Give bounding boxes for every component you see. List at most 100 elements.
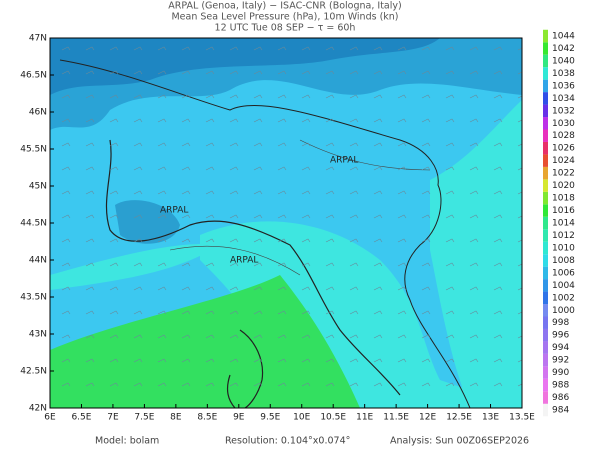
wind-barb (421, 310, 431, 315)
wind-barb (373, 118, 383, 123)
lat-label: 43.5N (20, 293, 47, 303)
wind-barb (493, 358, 503, 363)
colorbar-cell (543, 291, 548, 305)
wind-barb (133, 310, 143, 315)
lon-label: 8E (170, 413, 182, 423)
wind-barb (493, 118, 503, 123)
wind-barb (517, 71, 522, 75)
wind-barb (373, 310, 383, 315)
wind-barb (277, 310, 287, 315)
colorbar-label: 990 (552, 368, 569, 378)
wind-barb (517, 215, 522, 219)
colorbar-cell (543, 229, 548, 242)
colorbar-label: 1012 (552, 231, 575, 241)
wind-barb (325, 190, 335, 195)
wind-barb (349, 46, 359, 51)
wind-barb (469, 334, 479, 339)
wind-barb (181, 238, 191, 243)
wind-barb (325, 238, 335, 243)
wind-barb (205, 310, 215, 315)
wind-barb (517, 383, 522, 387)
wind-barb (61, 190, 71, 195)
header-line: ARPAL (Genoa, Italy) − ISAC-CNR (Bologna… (168, 1, 401, 12)
colorbar-label: 1040 (552, 56, 575, 66)
wind-barb (325, 262, 335, 267)
wind-barb (469, 118, 479, 123)
wind-barb (277, 214, 287, 219)
lat-label: 42.5N (20, 367, 47, 377)
wind-barb (229, 382, 239, 387)
colorbar-cell (543, 29, 548, 43)
wind-barb (133, 142, 143, 147)
wind-barb (397, 94, 407, 99)
wind-barb (229, 358, 239, 363)
colorbar-cell (543, 216, 548, 230)
wind-barb (445, 358, 455, 363)
wind-barb (469, 46, 479, 51)
colorbar-label: 996 (552, 331, 569, 341)
lat-label: 46N (29, 108, 47, 118)
wind-barb (109, 286, 119, 291)
wind-barb (85, 46, 95, 51)
wind-barb (421, 94, 431, 99)
colorbar: 984 986 988 990 992 994 996 998 1000 1002 1004 1006… (543, 29, 575, 417)
lat-label: 45N (29, 182, 47, 192)
wind-barb (397, 286, 407, 291)
wind-barb (109, 46, 119, 51)
wind-barb (205, 262, 215, 267)
wind-barb (469, 142, 479, 147)
map-area: ARPAL ARPAL ARPAL (49, 37, 523, 409)
wind-barb (157, 94, 167, 99)
wind-barb (277, 94, 287, 99)
wind-barb (205, 70, 215, 75)
wind-barb (469, 358, 479, 363)
wind-barb (205, 382, 215, 387)
wind-barb (157, 118, 167, 123)
lat-label: 44N (29, 256, 47, 266)
wind-barb (445, 286, 455, 291)
wind-barb (493, 214, 503, 219)
wind-barb (109, 358, 119, 363)
wind-barb (349, 94, 359, 99)
colorbar-label: 1042 (552, 44, 575, 54)
wind-barb (445, 46, 455, 51)
wind-barb (493, 46, 503, 51)
colorbar-cell (543, 191, 548, 205)
wind-barb (373, 358, 383, 363)
wind-barb (493, 94, 503, 99)
colorbar-cell (543, 54, 548, 68)
colorbar-label: 1020 (552, 181, 575, 191)
wind-barb (517, 191, 522, 195)
lon-label: 13E (482, 413, 499, 423)
lon-label: 11.5E (383, 413, 409, 423)
wind-barb (325, 70, 335, 75)
colorbar-label: 992 (552, 356, 569, 366)
wind-barb (181, 70, 191, 75)
wind-barb (397, 166, 407, 171)
wind-barb (373, 142, 383, 147)
wind-barb (181, 382, 191, 387)
lat-label: 45.5N (20, 145, 47, 155)
wind-barb (397, 262, 407, 267)
lat-label: 43N (29, 330, 47, 340)
wind-barb (421, 166, 431, 171)
header-line: 12 UTC Tue 08 SEP − τ = 60h (215, 23, 356, 34)
wind-barb (421, 238, 431, 243)
wind-barb (469, 214, 479, 219)
wind-barb (181, 310, 191, 315)
wind-barb (61, 46, 71, 51)
wind-barb (349, 214, 359, 219)
wind-barb (85, 118, 95, 123)
wind-barb (157, 70, 167, 75)
wind-barb (109, 166, 119, 171)
wind-barb (325, 334, 335, 339)
wind-barb (133, 70, 143, 75)
wind-barb (421, 382, 431, 387)
wind-barb (181, 286, 191, 291)
wind-barb (109, 70, 119, 75)
wind-barb (85, 238, 95, 243)
wind-barb (85, 382, 95, 387)
wind-barb (349, 118, 359, 123)
colorbar-cell (543, 104, 548, 118)
colorbar-label: 984 (552, 406, 569, 416)
